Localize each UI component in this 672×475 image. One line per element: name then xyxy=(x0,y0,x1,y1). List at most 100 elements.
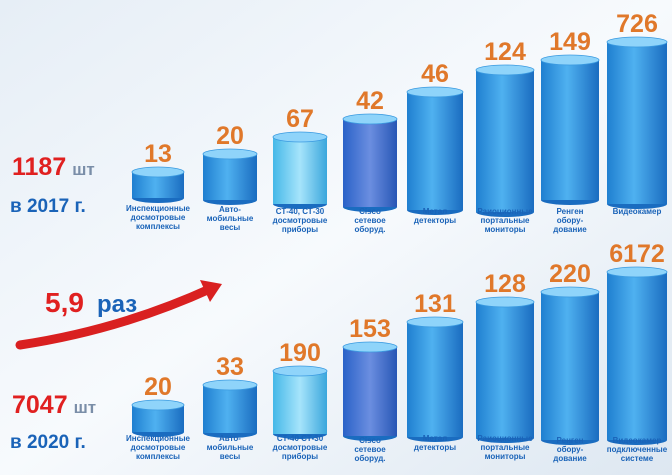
bar-label: обору- xyxy=(557,445,584,454)
bar-label: приборы xyxy=(282,452,318,461)
bar-label: СТ-40, СТ-30 xyxy=(276,207,325,216)
growth-unit: раз xyxy=(97,291,137,318)
bar-value: 33 xyxy=(216,353,244,381)
bar-top xyxy=(131,399,185,411)
bar-value: 128 xyxy=(484,270,526,298)
total-count: 1187 xyxy=(12,153,66,181)
bar-body xyxy=(343,119,397,207)
bar-label: сетевое xyxy=(354,216,386,225)
bar-label: досмотровые xyxy=(131,443,186,452)
bar-top xyxy=(406,316,464,328)
bar-top xyxy=(606,36,668,48)
bar-label: детекторы xyxy=(414,443,456,452)
bar-label: портальные xyxy=(481,216,531,225)
bar-value: 131 xyxy=(414,290,456,318)
year: в 2020 г. xyxy=(10,432,86,453)
bar-label: Раиоционные xyxy=(477,434,533,443)
bar-top xyxy=(202,148,258,160)
bar-label: Авто- xyxy=(219,205,241,214)
bar-label: досмотровые xyxy=(131,213,186,222)
bar-label: досмотровые xyxy=(273,443,328,452)
growth-arrow xyxy=(15,283,217,350)
bar-label: портальные xyxy=(481,443,531,452)
bar-label: обору- xyxy=(557,216,584,225)
bar-label: мониторы xyxy=(485,452,526,461)
bar-label: системе xyxy=(621,454,654,463)
bar-top xyxy=(342,113,398,125)
total-unit: шт xyxy=(72,160,95,179)
bar-value: 20 xyxy=(216,122,244,150)
bar-body xyxy=(607,272,667,440)
bar-top xyxy=(272,131,328,143)
bar-body xyxy=(607,42,667,204)
bar-value: 149 xyxy=(549,28,591,56)
bar-value: 153 xyxy=(349,315,391,343)
bar-label: Инспекционные xyxy=(126,204,191,213)
bar-label: Cisco xyxy=(359,436,381,445)
bar-value: 190 xyxy=(279,339,321,367)
bar-value: 46 xyxy=(421,60,449,88)
bar-body xyxy=(476,302,534,438)
bar-value: 726 xyxy=(616,10,658,38)
bar-label: Ренген xyxy=(556,207,583,216)
bar-top xyxy=(272,365,328,377)
bar-label: Инспекционные xyxy=(126,434,191,443)
bar-top xyxy=(131,166,185,178)
bar-label: комплексы xyxy=(136,452,180,461)
bar-label: весы xyxy=(220,452,241,461)
bar-label: мобильные xyxy=(207,443,254,452)
bar-value: 42 xyxy=(356,87,384,115)
bar-body xyxy=(541,292,599,440)
bar-label: приборы xyxy=(282,225,318,234)
bar-label: Метал xyxy=(423,434,447,443)
bar-label: весы xyxy=(220,223,241,232)
bar-label: Ренген xyxy=(556,436,583,445)
bar-value: 124 xyxy=(484,38,526,66)
bar-label: оборуд. xyxy=(354,225,385,234)
total-unit: шт xyxy=(74,398,97,417)
bar-label: Авто- xyxy=(219,434,241,443)
bar-label: мониторы xyxy=(485,225,526,234)
bar-body xyxy=(273,371,327,434)
bar-top xyxy=(202,379,258,391)
bar-label: дование xyxy=(553,225,587,234)
bar-label: СТ-40 СТ-30 xyxy=(277,434,324,443)
bar-label: сетевое xyxy=(354,445,386,454)
bar-body xyxy=(407,92,463,210)
bar-body xyxy=(343,347,397,436)
bar-label: оборуд. xyxy=(354,454,385,463)
total-count: 7047 xyxy=(12,391,68,419)
bar-top xyxy=(540,286,600,298)
bar-value: 6172 xyxy=(609,240,665,268)
bar-top xyxy=(606,266,668,278)
bar-value: 220 xyxy=(549,260,591,288)
bar-label: мобильные xyxy=(207,214,254,223)
bar-value: 20 xyxy=(144,373,172,401)
bar-body xyxy=(203,154,257,200)
bar-top xyxy=(475,64,535,76)
bar-value: 13 xyxy=(144,140,172,168)
bar-label: комплексы xyxy=(136,222,180,231)
arrow-head xyxy=(200,280,222,302)
bar-label: Метал xyxy=(423,207,447,216)
bar-body xyxy=(407,322,463,437)
bar-label: детекторы xyxy=(414,216,456,225)
bar-label: Видеокамер xyxy=(613,436,662,445)
bar-label: Видеокамер xyxy=(613,207,662,216)
bar-label: Раиоционные xyxy=(477,207,533,216)
bar-top xyxy=(475,296,535,308)
bar-top xyxy=(406,86,464,98)
bar-body xyxy=(541,60,599,200)
bar-top xyxy=(342,341,398,353)
bar-body xyxy=(476,70,534,212)
bar-value: 67 xyxy=(286,105,314,133)
bar-body xyxy=(203,385,257,433)
bar-body xyxy=(273,137,327,204)
bar-label: подключенные xyxy=(607,445,668,454)
bar-label: дование xyxy=(553,454,587,463)
growth-value: 5,9 xyxy=(45,287,84,318)
bar-top xyxy=(540,54,600,66)
year: в 2017 г. xyxy=(10,196,86,217)
bar-label: досмотровые xyxy=(273,216,328,225)
